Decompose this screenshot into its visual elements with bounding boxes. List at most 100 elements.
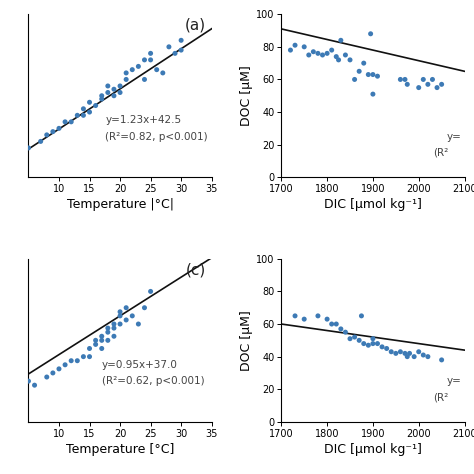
Point [171,50,179,57]
Point [177,46,185,54]
Point [323,50,331,57]
Point [80,105,87,113]
Point [314,312,322,319]
Point [104,89,112,96]
Point [116,308,124,316]
Point [415,348,422,356]
Text: y=: y= [446,376,461,386]
Point [177,36,185,44]
Point [406,350,413,357]
Point [165,43,173,51]
Point [374,340,381,347]
Point [374,73,381,80]
Point [98,345,106,352]
Point [358,312,365,319]
Point [98,95,106,103]
X-axis label: Temperature [°C]: Temperature [°C] [66,443,174,456]
Point [153,66,161,73]
Point [397,348,404,356]
Point [122,316,130,324]
Point [73,111,81,119]
Point [328,46,336,54]
Point [135,63,142,70]
Point [424,81,432,88]
Point [310,48,317,55]
Point [319,51,326,59]
Point [135,320,142,328]
Point [378,343,386,351]
Point [49,369,57,377]
Point [25,144,32,152]
Point [86,99,93,106]
Point [328,320,336,328]
Point [73,357,81,365]
Point [424,353,432,360]
Point [110,324,118,332]
Point [332,320,340,328]
Point [55,365,63,373]
Point [61,361,69,369]
Point [116,320,124,328]
Point [92,341,100,348]
Point [110,85,118,93]
Point [25,377,32,385]
Point [116,312,124,319]
Point [67,357,75,365]
Point [351,333,358,341]
Text: (c): (c) [186,262,206,277]
Point [86,345,93,352]
Point [55,125,63,132]
Point [43,131,51,139]
Point [369,91,377,98]
Point [147,56,155,64]
Text: (a): (a) [185,18,206,33]
Point [428,76,436,83]
Point [305,51,312,59]
Text: y=: y= [446,132,461,142]
Point [128,66,136,73]
Point [369,335,377,343]
Point [104,324,112,332]
Text: (R²=0.82, p<0.001): (R²=0.82, p<0.001) [105,132,208,142]
Point [110,92,118,100]
Point [104,328,112,336]
Point [367,30,374,37]
Point [337,36,345,44]
Point [415,84,422,91]
Point [291,312,299,319]
Point [128,312,136,319]
Point [287,46,294,54]
Point [92,102,100,109]
Point [141,56,148,64]
Point [122,69,130,77]
Point [31,382,38,389]
Point [80,111,87,119]
Point [116,82,124,90]
Point [438,81,446,88]
Point [98,92,106,100]
Point [332,53,340,60]
Point [122,76,130,83]
Point [37,137,45,145]
Point [410,353,418,360]
Text: (R²=0.62, p<0.001): (R²=0.62, p<0.001) [102,376,204,386]
Point [356,337,363,344]
Point [110,320,118,328]
Point [104,337,112,344]
Point [365,341,372,349]
Point [116,89,124,96]
X-axis label: DIC [μmol kg⁻¹]: DIC [μmol kg⁻¹] [324,443,422,456]
Point [346,56,354,64]
Text: (R²: (R² [433,392,448,402]
Y-axis label: DOC [μM]: DOC [μM] [240,65,253,126]
Point [351,76,358,83]
Text: (R²: (R² [433,148,448,158]
Point [383,345,391,352]
Point [86,108,93,116]
Point [92,337,100,344]
X-axis label: Temperature |°C|: Temperature |°C| [66,199,173,211]
Point [342,328,349,336]
Point [147,50,155,57]
Point [369,71,377,78]
Point [323,315,331,323]
